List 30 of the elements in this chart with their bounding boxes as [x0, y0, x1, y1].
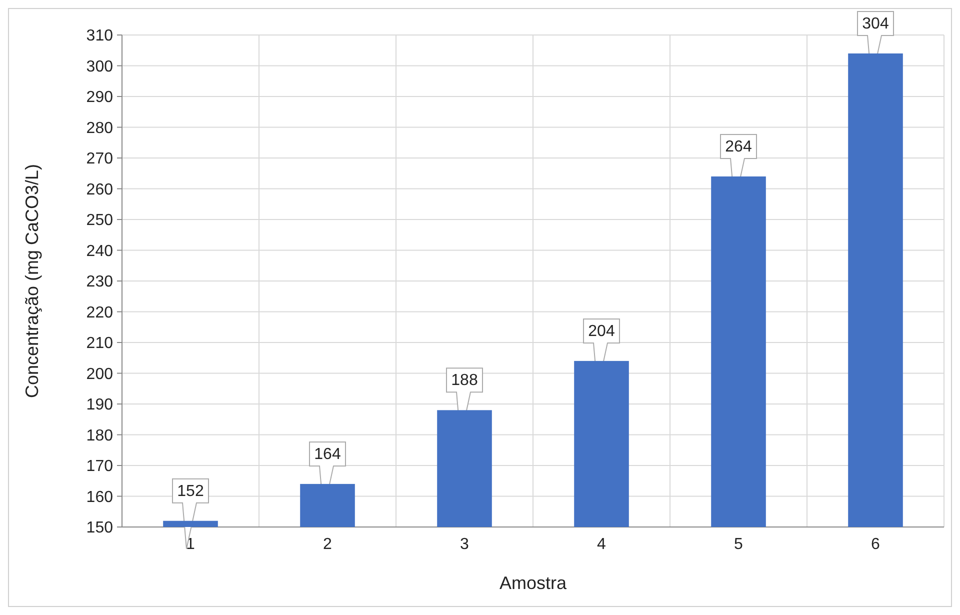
y-tick-label: 170	[86, 458, 114, 476]
y-tick-label: 190	[86, 396, 114, 414]
x-tick-label: 2	[323, 536, 332, 553]
y-tick-label: 240	[86, 242, 114, 260]
y-tick-label: 230	[86, 274, 114, 291]
data-label: 304	[862, 15, 889, 32]
y-tick-label: 200	[86, 366, 114, 383]
data-label: 204	[588, 322, 615, 340]
y-tick-label: 180	[86, 427, 114, 444]
x-tick-label: 5	[734, 536, 744, 553]
y-tick-label: 260	[86, 181, 114, 198]
y-tick-label: 210	[86, 335, 114, 352]
x-tick-label: 6	[871, 536, 880, 553]
y-tick-label: 160	[86, 488, 114, 506]
x-tick-label: 4	[597, 536, 606, 553]
y-tick-label: 250	[86, 212, 114, 230]
y-tick-label: 300	[86, 58, 114, 76]
y-tick-label: 150	[86, 520, 114, 537]
data-label: 188	[451, 372, 478, 390]
data-label: 164	[314, 446, 341, 463]
x-tick-label: 3	[460, 536, 470, 553]
data-label: 152	[177, 482, 204, 500]
y-axis-title: Concentração (mg CaCO3/L)	[22, 164, 42, 398]
y-tick-label: 310	[86, 28, 114, 45]
x-axis-title: Amostra	[499, 573, 568, 593]
y-tick-label: 290	[86, 89, 114, 106]
data-label: 264	[725, 138, 752, 156]
y-tick-label: 220	[86, 304, 114, 322]
y-tick-label: 270	[86, 150, 114, 168]
y-tick-label: 280	[86, 120, 114, 137]
